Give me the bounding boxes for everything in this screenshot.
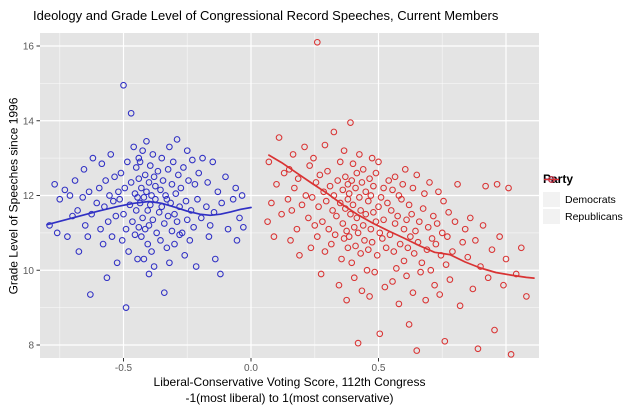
x-axis-title-line1: Liberal-Conservative Voting Score, 112th… [153, 375, 426, 389]
svg-text:-0.5: -0.5 [115, 363, 133, 374]
svg-text:0.5: 0.5 [372, 363, 386, 374]
svg-text:10: 10 [23, 266, 35, 277]
y-axis-title-wrap: Grade Level of Speeches since 1996 [0, 33, 26, 358]
x-axis-title-line2: -1(most liberal) to 1(most conservative) [185, 391, 394, 405]
democrat-key-icon [543, 176, 560, 207]
legend-item-democrats: Democrats [543, 176, 623, 208]
svg-text:0.0: 0.0 [244, 363, 258, 374]
legend-item-republicans: Republicans [543, 176, 623, 225]
svg-text:12: 12 [23, 191, 35, 202]
svg-text:16: 16 [23, 42, 35, 53]
republican-key-icon [543, 176, 560, 224]
legend-label-republicans: Republicans [565, 210, 623, 223]
chart-title: Ideology and Grade Level of Congressiona… [33, 8, 499, 23]
svg-text:14: 14 [23, 116, 35, 127]
svg-text:8: 8 [28, 341, 34, 352]
y-axis-title: Grade Level of Speeches since 1996 [6, 97, 20, 294]
legend-label-democrats: Democrats [565, 193, 616, 206]
legend: Party Democrats Republicans [543, 172, 623, 225]
